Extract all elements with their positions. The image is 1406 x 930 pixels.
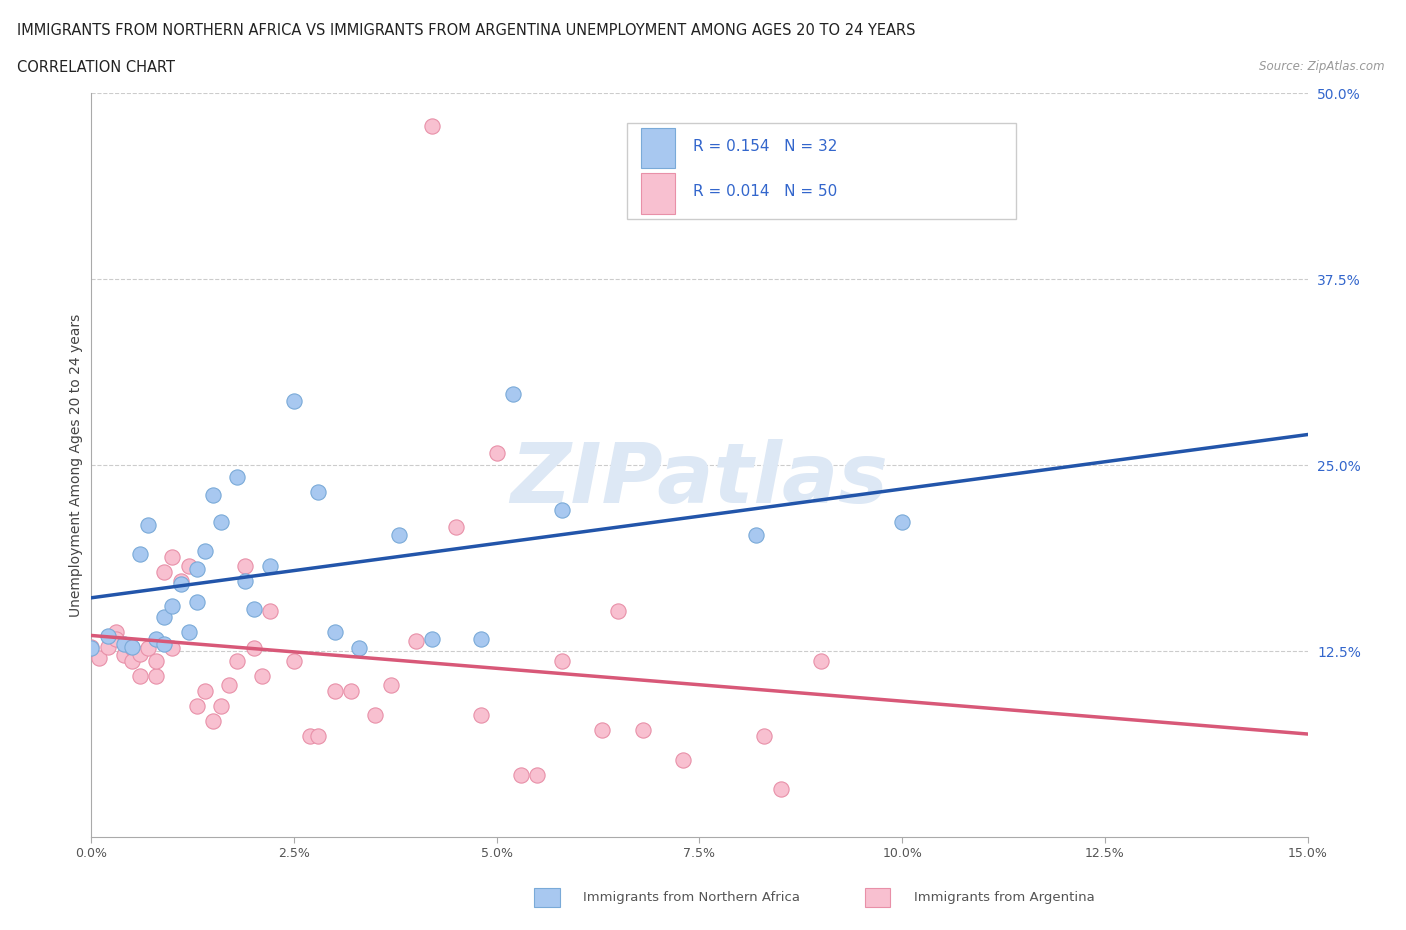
Point bbox=[470, 708, 492, 723]
Point bbox=[153, 565, 176, 579]
Point bbox=[550, 654, 572, 669]
Point bbox=[177, 559, 200, 574]
Point bbox=[169, 574, 191, 589]
Point bbox=[112, 648, 135, 663]
Point bbox=[129, 547, 152, 562]
Point bbox=[145, 654, 167, 669]
Point bbox=[259, 604, 281, 618]
Point bbox=[97, 629, 120, 644]
Point bbox=[186, 594, 208, 609]
Point bbox=[502, 386, 524, 401]
Point bbox=[186, 698, 208, 713]
Point bbox=[485, 445, 508, 460]
Point bbox=[186, 562, 208, 577]
FancyBboxPatch shape bbox=[641, 173, 675, 214]
Point bbox=[340, 684, 363, 698]
Point bbox=[97, 639, 120, 654]
Point bbox=[235, 559, 257, 574]
Point bbox=[388, 527, 411, 542]
Point bbox=[323, 684, 346, 698]
Point bbox=[129, 669, 152, 684]
Point bbox=[283, 393, 305, 408]
Point bbox=[104, 631, 127, 646]
Point bbox=[162, 599, 184, 614]
Point bbox=[145, 669, 167, 684]
Point bbox=[242, 602, 264, 617]
Point bbox=[226, 654, 249, 669]
Point bbox=[209, 698, 232, 713]
Point bbox=[754, 728, 776, 743]
Point bbox=[607, 604, 630, 618]
Point bbox=[810, 654, 832, 669]
Point bbox=[218, 678, 240, 693]
Point bbox=[364, 708, 387, 723]
Point bbox=[591, 723, 613, 737]
Point bbox=[80, 639, 103, 654]
Point bbox=[89, 651, 111, 666]
Point bbox=[745, 527, 768, 542]
Text: Source: ZipAtlas.com: Source: ZipAtlas.com bbox=[1260, 60, 1385, 73]
Text: R = 0.154   N = 32: R = 0.154 N = 32 bbox=[693, 139, 838, 153]
Point bbox=[104, 624, 127, 639]
Point bbox=[121, 654, 143, 669]
Point bbox=[250, 669, 273, 684]
Point bbox=[153, 609, 176, 624]
Point bbox=[242, 641, 264, 656]
Point bbox=[162, 550, 184, 565]
Point bbox=[323, 624, 346, 639]
Point bbox=[162, 641, 184, 656]
Point bbox=[202, 487, 225, 502]
Point bbox=[347, 641, 370, 656]
FancyBboxPatch shape bbox=[641, 127, 675, 168]
Point bbox=[209, 514, 232, 529]
Point bbox=[259, 559, 281, 574]
Point bbox=[153, 636, 176, 651]
Point bbox=[891, 514, 914, 529]
Point bbox=[672, 752, 695, 767]
Point bbox=[299, 728, 322, 743]
Point bbox=[112, 636, 135, 651]
Text: IMMIGRANTS FROM NORTHERN AFRICA VS IMMIGRANTS FROM ARGENTINA UNEMPLOYMENT AMONG : IMMIGRANTS FROM NORTHERN AFRICA VS IMMIG… bbox=[17, 23, 915, 38]
Y-axis label: Unemployment Among Ages 20 to 24 years: Unemployment Among Ages 20 to 24 years bbox=[69, 313, 83, 617]
Point bbox=[80, 641, 103, 656]
Point bbox=[145, 631, 167, 646]
Point bbox=[177, 624, 200, 639]
Point bbox=[380, 678, 402, 693]
Point bbox=[235, 574, 257, 589]
Text: ZIPatlas: ZIPatlas bbox=[510, 439, 889, 521]
Point bbox=[136, 517, 159, 532]
Point bbox=[307, 728, 329, 743]
Text: Immigrants from Northern Africa: Immigrants from Northern Africa bbox=[583, 891, 800, 904]
Point bbox=[470, 631, 492, 646]
Point bbox=[631, 723, 654, 737]
Point bbox=[226, 470, 249, 485]
Point bbox=[405, 633, 427, 648]
Point bbox=[526, 767, 548, 782]
Point bbox=[420, 118, 443, 133]
Point bbox=[121, 641, 143, 656]
Point bbox=[420, 631, 443, 646]
Point bbox=[307, 485, 329, 499]
Point bbox=[769, 782, 792, 797]
Point bbox=[510, 767, 533, 782]
Text: R = 0.014   N = 50: R = 0.014 N = 50 bbox=[693, 184, 838, 199]
Point bbox=[283, 654, 305, 669]
Text: CORRELATION CHART: CORRELATION CHART bbox=[17, 60, 174, 75]
Point bbox=[136, 641, 159, 656]
Text: Immigrants from Argentina: Immigrants from Argentina bbox=[914, 891, 1095, 904]
Point bbox=[121, 639, 143, 654]
Point bbox=[194, 544, 217, 559]
Point bbox=[194, 684, 217, 698]
Point bbox=[550, 502, 572, 517]
FancyBboxPatch shape bbox=[627, 123, 1015, 219]
Point bbox=[444, 520, 467, 535]
Point bbox=[202, 713, 225, 728]
Point bbox=[129, 646, 152, 661]
Point bbox=[169, 577, 191, 591]
